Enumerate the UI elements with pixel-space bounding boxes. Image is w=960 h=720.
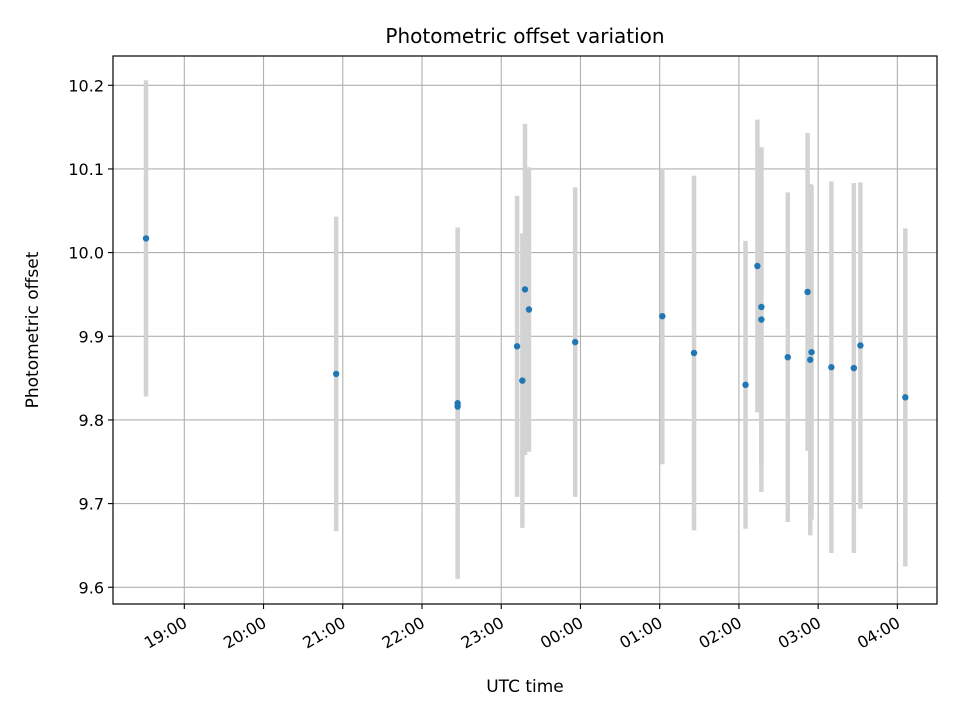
data-point: [513, 343, 521, 350]
x-tick-label: 00:00: [537, 613, 586, 653]
data-point: [690, 349, 698, 357]
x-axis-label: UTC time: [486, 677, 564, 697]
data-point: [828, 364, 835, 371]
x-tick-label: 21:00: [299, 613, 348, 653]
data-point: [521, 286, 529, 293]
x-tick-label: 19:00: [141, 613, 190, 653]
x-tick-label: 03:00: [775, 613, 824, 653]
data-point: [758, 303, 765, 311]
axis-ticks: 9.6 9.7 9.8 9.9 10.0 10.1 10.2 19:00 20:00 21:00 2…: [68, 76, 903, 652]
data-point: [758, 316, 765, 323]
data-points: [142, 235, 909, 410]
data-point: [519, 377, 526, 384]
data-point: [754, 262, 761, 270]
x-tick-label: 20:00: [220, 613, 269, 653]
y-tick-label: 9.8: [79, 411, 104, 430]
x-tick-label: 22:00: [379, 613, 428, 653]
y-axis-label: Photometric offset: [23, 251, 43, 408]
x-tick-label: 04:00: [854, 613, 903, 653]
data-point: [142, 235, 150, 242]
x-tick-label: 23:00: [458, 613, 507, 653]
data-point: [784, 353, 791, 361]
x-tick-label: 02:00: [695, 613, 744, 653]
data-point: [850, 364, 858, 372]
y-tick-label: 9.9: [79, 327, 104, 346]
data-point: [332, 370, 340, 378]
data-point: [902, 394, 909, 401]
chart-title: Photometric offset variation: [385, 24, 664, 48]
data-point: [857, 342, 864, 349]
y-tick-label: 9.7: [79, 495, 104, 514]
y-tick-label: 10.1: [68, 160, 104, 179]
data-point: [454, 403, 461, 410]
y-tick-label: 9.6: [79, 578, 104, 597]
x-tick-label: 01:00: [616, 613, 665, 653]
data-point: [807, 356, 814, 363]
data-point: [804, 288, 811, 296]
y-tick-label: 10.2: [68, 76, 104, 95]
plot-frame: [112, 55, 938, 605]
data-point: [808, 348, 815, 356]
data-point: [525, 306, 533, 313]
y-tick-label: 10.0: [68, 244, 104, 263]
data-point: [659, 312, 666, 320]
data-point: [571, 338, 579, 346]
data-point: [742, 381, 749, 388]
